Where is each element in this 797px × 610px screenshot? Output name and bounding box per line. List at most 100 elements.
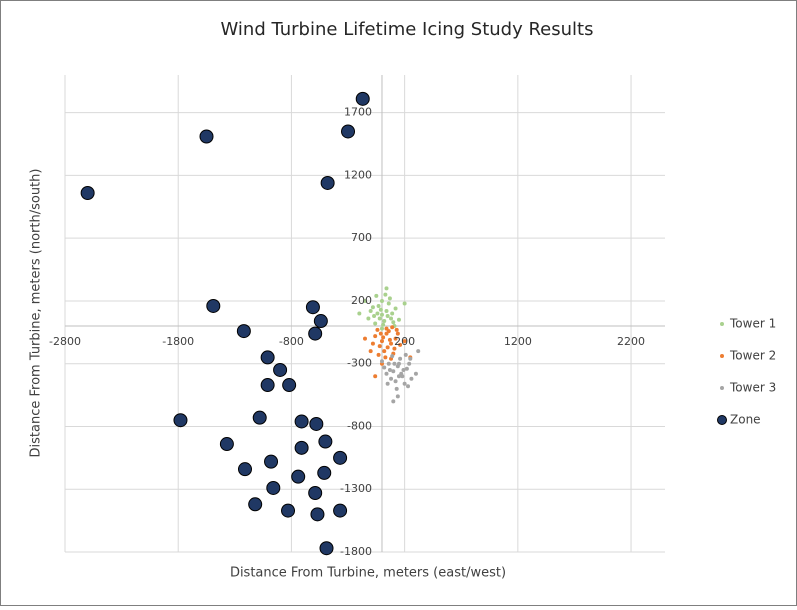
tower-point — [395, 394, 400, 399]
x-tick-label: -800 — [279, 335, 304, 348]
tower-point — [382, 319, 387, 324]
zone-point — [199, 129, 214, 144]
zone-point — [313, 314, 328, 329]
zone-point — [308, 486, 323, 501]
tower-point — [378, 307, 383, 312]
tower-point — [393, 379, 398, 384]
chart-title: Wind Turbine Lifetime Icing Study Result… — [221, 19, 594, 40]
zone-point — [281, 503, 296, 518]
tower-point — [390, 311, 395, 316]
zone-point — [238, 462, 252, 477]
tower-point — [387, 367, 392, 372]
y-axis-title: Distance From Turbine, meters (north/sou… — [29, 169, 44, 458]
tower-point — [381, 322, 386, 327]
zone-point — [236, 324, 251, 339]
tower-point — [402, 339, 407, 344]
tower-point — [378, 331, 383, 336]
tower-point — [357, 311, 362, 316]
tower-point — [392, 346, 397, 351]
tower-point — [377, 316, 382, 321]
y-tick-label: -1300 — [340, 482, 372, 495]
tower-point — [379, 326, 384, 331]
tower-point — [392, 361, 397, 366]
zone-point — [252, 410, 267, 425]
legend-marker — [720, 386, 724, 390]
y-tick-label: 700 — [351, 231, 372, 244]
tower-point — [385, 345, 390, 350]
tower-point — [373, 321, 378, 326]
legend-marker — [720, 322, 724, 326]
tower-point — [379, 298, 384, 303]
tower-point — [379, 359, 384, 364]
legend-label: Tower 1 — [729, 317, 776, 331]
tower-point — [396, 317, 401, 322]
zone-point — [294, 440, 309, 455]
tower-point — [387, 296, 392, 301]
zone-point — [264, 454, 279, 469]
tower-point — [379, 312, 384, 317]
x-tick-label: 2200 — [617, 335, 645, 348]
tower-point — [373, 334, 378, 339]
zone-point — [294, 414, 309, 429]
zone-point — [319, 541, 334, 556]
tower-point — [393, 306, 398, 311]
y-tick-label: 1200 — [344, 168, 372, 181]
tower-point — [402, 381, 407, 386]
tower-point — [376, 303, 381, 308]
zone-point — [266, 480, 281, 495]
tower-point — [368, 308, 373, 313]
zone-point — [317, 465, 332, 480]
tower-point — [390, 354, 395, 359]
tower-point — [379, 339, 384, 344]
tower-point — [394, 327, 399, 332]
tower-point — [406, 384, 411, 389]
tower-point — [401, 367, 406, 372]
tower-point — [386, 301, 391, 306]
tower-point — [391, 399, 396, 404]
tower-point — [385, 381, 390, 386]
zone-point — [282, 378, 297, 393]
tower-point — [382, 365, 387, 370]
tower-point — [391, 320, 396, 325]
tower-point — [384, 286, 389, 291]
y-tick-label: -300 — [347, 357, 372, 370]
legend-marker — [720, 354, 724, 358]
tower-point — [404, 366, 409, 371]
tower-point — [387, 337, 392, 342]
labels: -2800 -1800 -800 200 1200 2200 -1800 -1300 -800 -… — [49, 106, 776, 558]
zone-point — [248, 497, 263, 512]
tower-point — [368, 349, 373, 354]
marks — [80, 91, 421, 556]
zone-point — [318, 434, 333, 449]
tower-point — [386, 361, 391, 366]
tower-point — [407, 361, 412, 366]
y-tick-label: 1700 — [344, 106, 372, 119]
zone-point — [320, 175, 335, 190]
tower-point — [389, 316, 394, 321]
tower-point — [385, 314, 390, 319]
zone-point — [173, 413, 188, 428]
tower-point — [416, 349, 421, 354]
tower-point — [384, 326, 389, 331]
tower-point — [390, 325, 395, 330]
tower-point — [370, 305, 375, 310]
zone-point — [310, 507, 325, 522]
y-tick-label: -800 — [347, 419, 372, 432]
x-tick-label: -1800 — [162, 335, 194, 348]
zone-point — [308, 326, 323, 341]
tower-point — [375, 327, 380, 332]
zone-point — [309, 416, 324, 431]
tower-point — [391, 369, 396, 374]
tower-point — [393, 336, 398, 341]
x-tick-label: 1200 — [504, 335, 532, 348]
tower-point — [409, 376, 414, 381]
tower-point — [366, 316, 371, 321]
y-tick-label: 200 — [351, 294, 372, 307]
tower-point — [389, 341, 394, 346]
zone-point — [341, 124, 356, 139]
zone-point — [219, 437, 234, 452]
zone-point — [80, 185, 95, 200]
tower-point — [394, 386, 399, 391]
